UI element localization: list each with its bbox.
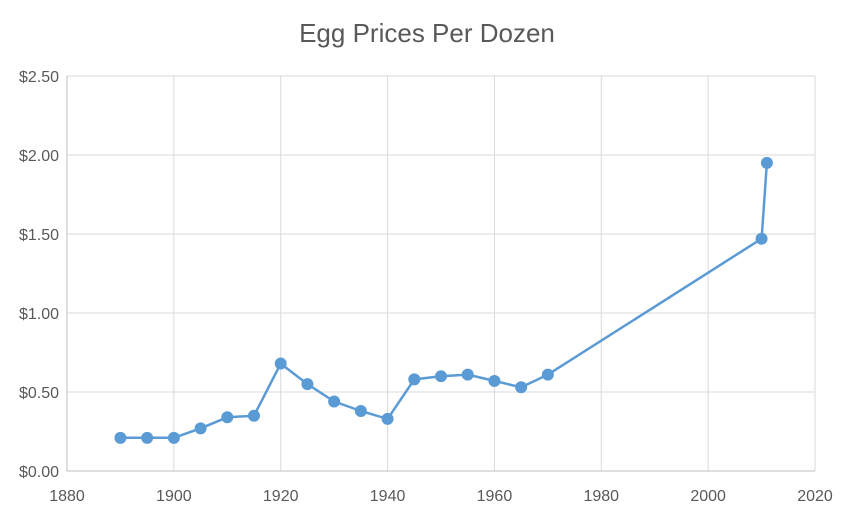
- data-point: [328, 395, 341, 408]
- y-tick-label: $0.50: [19, 385, 59, 402]
- data-point: [141, 431, 154, 444]
- data-point: [541, 368, 554, 381]
- gridlines: [67, 75, 816, 471]
- data-point: [760, 156, 773, 169]
- data-point: [408, 373, 421, 386]
- data-point: [461, 368, 474, 381]
- data-point: [221, 411, 234, 424]
- axes: [66, 76, 815, 472]
- data-point: [435, 370, 447, 383]
- y-tick-label: $0.00: [19, 464, 59, 481]
- y-tick-label: $1.50: [19, 227, 59, 244]
- data-point: [248, 409, 260, 422]
- x-tick-label: 1940: [370, 488, 406, 505]
- chart-title: Egg Prices Per Dozen: [299, 18, 555, 48]
- x-tick-label: 1880: [49, 488, 85, 505]
- data-point: [755, 232, 768, 245]
- x-tick-label: 1900: [156, 488, 192, 505]
- data-point: [167, 431, 180, 444]
- data-point: [194, 422, 207, 435]
- data-point: [488, 374, 501, 387]
- data-point: [515, 381, 528, 394]
- data-point: [114, 431, 127, 444]
- y-tick-label: $1.00: [19, 306, 59, 323]
- data-point: [301, 378, 314, 391]
- y-tick-label: $2.00: [19, 148, 59, 165]
- x-tick-label: 1980: [583, 488, 619, 505]
- data-point: [354, 404, 367, 417]
- y-tick-label: $2.50: [19, 69, 59, 86]
- x-tick-label: 2000: [690, 488, 726, 505]
- data-point: [381, 412, 394, 425]
- data-point: [274, 357, 287, 370]
- x-tick-label: 2020: [797, 488, 833, 505]
- data-series: [114, 156, 773, 444]
- series-line: [120, 162, 769, 440]
- tick-labels: $0.00 $0.50 $1.00 $1.50 $2.00 $2.50 1880 1900 19…: [19, 69, 833, 505]
- x-tick-label: 1960: [477, 488, 513, 505]
- x-tick-label: 1920: [263, 488, 299, 505]
